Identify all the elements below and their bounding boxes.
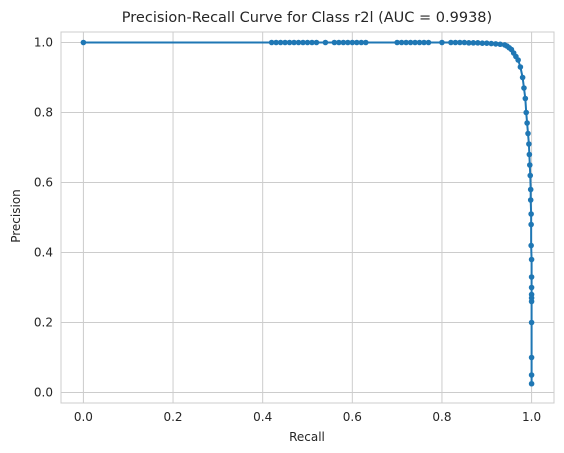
pr-curve-point: [309, 39, 315, 46]
pr-curve-point: [304, 39, 311, 46]
pr-curve-point: [80, 39, 87, 46]
x-axis-label: Recall: [289, 430, 325, 444]
y-tick-label: 0.2: [34, 316, 53, 330]
series-group: [80, 39, 535, 387]
pr-curve-point: [497, 41, 504, 48]
pr-curve-point: [273, 39, 279, 46]
pr-curve-point: [528, 319, 535, 326]
pr-curve-point: [457, 39, 463, 46]
pr-curve-point: [526, 162, 533, 168]
pr-curve-point: [527, 197, 534, 203]
pr-curve-point: [412, 39, 418, 46]
pr-curve-point: [515, 57, 521, 63]
pr-curve-point: [528, 284, 535, 291]
pr-curve-point: [528, 380, 535, 387]
pr-curve-point: [528, 298, 535, 305]
pr-curve-point: [528, 274, 535, 280]
pr-curve-point: [358, 39, 365, 46]
pr-curve-point: [439, 39, 445, 46]
pr-curve-point: [362, 39, 369, 46]
y-tick-label: 0.0: [34, 386, 53, 400]
pr-curve-point: [527, 172, 534, 179]
pr-curve-point: [322, 39, 329, 46]
pr-curve-point: [527, 186, 534, 193]
pr-curve-point: [528, 354, 535, 361]
plot-frame: [60, 31, 555, 404]
pr-curve-point: [479, 40, 486, 46]
pr-curve-point: [407, 39, 414, 46]
pr-curve-point: [268, 39, 275, 46]
pr-curve-point: [286, 39, 293, 46]
pr-curve-point: [483, 40, 490, 46]
x-tick-label: 0.0: [74, 410, 93, 424]
pr-curve-point: [336, 39, 342, 46]
pr-curve-point: [526, 151, 533, 158]
y-tick-label: 1.0: [34, 36, 53, 50]
pr-curve-point: [425, 39, 432, 46]
pr-curve-point: [522, 95, 529, 102]
pr-curve-point: [475, 40, 481, 46]
pr-curve-point: [448, 39, 454, 46]
pr-curve-point: [398, 39, 405, 46]
x-tick-label: 1.0: [522, 410, 541, 424]
pr-curve-point: [528, 242, 534, 249]
pr-curve-point: [394, 39, 400, 46]
pr-curve-point: [345, 39, 351, 46]
pr-curve-point: [521, 85, 527, 91]
pr-curve-line: [83, 41, 533, 384]
x-tick-label: 0.4: [253, 410, 272, 424]
y-tick-label: 0.6: [34, 176, 53, 190]
pr-curve-point: [300, 39, 306, 46]
pr-curve-point: [492, 41, 499, 47]
pr-curve-point: [528, 221, 534, 228]
y-tick-label: 0.4: [34, 246, 53, 260]
pr-curve-point: [523, 109, 530, 116]
pr-curve-point: [421, 39, 427, 46]
y-tick-labels: 0.0 0.2 0.4 0.6 0.8 1.0: [34, 36, 53, 400]
x-tick-label: 0.8: [432, 410, 451, 424]
pr-curve-point: [528, 372, 535, 378]
pr-curve-point: [461, 39, 468, 46]
pr-curve-point: [354, 39, 360, 46]
pr-curve-point: [528, 211, 534, 217]
y-axis-label: Precision: [9, 189, 23, 243]
pr-curve-point: [331, 39, 338, 46]
pr-curve-point: [517, 64, 524, 70]
y-tick-label: 0.8: [34, 106, 53, 120]
pr-curve-point: [526, 141, 532, 147]
x-tick-labels: 0.0 0.2 0.4 0.6 0.8 1.0: [74, 410, 541, 424]
x-tick-label: 0.2: [163, 410, 182, 424]
x-tick-label: 0.6: [343, 410, 362, 424]
pr-curve-point: [282, 39, 288, 46]
chart-title: Precision-Recall Curve for Class r2l (AU…: [122, 10, 492, 26]
pr-curve-point: [452, 39, 459, 46]
pr-curve-point: [416, 39, 423, 46]
pr-curve-point: [519, 74, 526, 81]
pr-curve-point: [291, 39, 297, 46]
pr-curve-point: [403, 39, 409, 46]
pr-curve-point: [349, 39, 356, 46]
pr-curve-point: [340, 39, 347, 46]
pr-curve-point: [488, 40, 495, 47]
pr-curve-point: [524, 120, 530, 126]
pr-curve-point: [466, 40, 472, 46]
pr-curve-point: [525, 130, 531, 137]
pr-curve-point: [528, 256, 535, 263]
pr-curve-point: [277, 39, 284, 46]
pr-curve-point: [295, 39, 302, 46]
pr-curve-point: [470, 40, 477, 46]
grid-lines: [61, 32, 554, 403]
pr-curve-point: [313, 39, 320, 46]
